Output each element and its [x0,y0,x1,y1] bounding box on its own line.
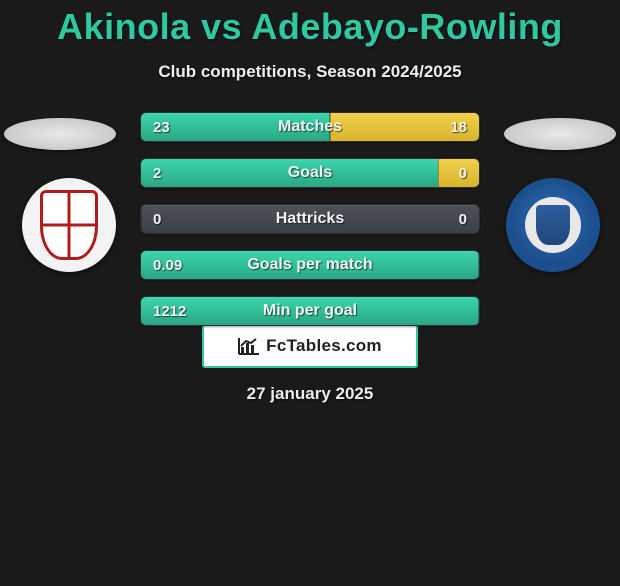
fctables-link[interactable]: FcTables.com [202,324,418,368]
player-left-base [4,118,116,150]
snapshot-date: 27 january 2025 [0,384,620,404]
stat-bar-matches: 23 Matches 18 [140,112,480,142]
stat-value-right: 0 [459,159,467,187]
stat-bar-min-per-goal: 1212 Min per goal [140,296,480,326]
stat-value-right: 0 [459,205,467,233]
brand-label: FcTables.com [266,336,382,356]
stat-bar-goals-per-match: 0.09 Goals per match [140,250,480,280]
stat-label: Min per goal [141,297,479,325]
player-right-base [504,118,616,150]
club-crest-left [22,178,116,272]
subtitle: Club competitions, Season 2024/2025 [0,62,620,82]
page-title: Akinola vs Adebayo-Rowling [0,6,620,48]
stat-bar-goals: 2 Goals 0 [140,158,480,188]
chart-icon [238,337,260,355]
stat-bars: 23 Matches 18 2 Goals 0 0 Hattricks 0 0.… [140,112,480,326]
stat-value-right: 18 [450,113,467,141]
stat-label: Goals [141,159,479,187]
stat-label: Goals per match [141,251,479,279]
club-crest-right [506,178,600,272]
stat-label: Matches [141,113,479,141]
stat-label: Hattricks [141,205,479,233]
stat-bar-hattricks: 0 Hattricks 0 [140,204,480,234]
